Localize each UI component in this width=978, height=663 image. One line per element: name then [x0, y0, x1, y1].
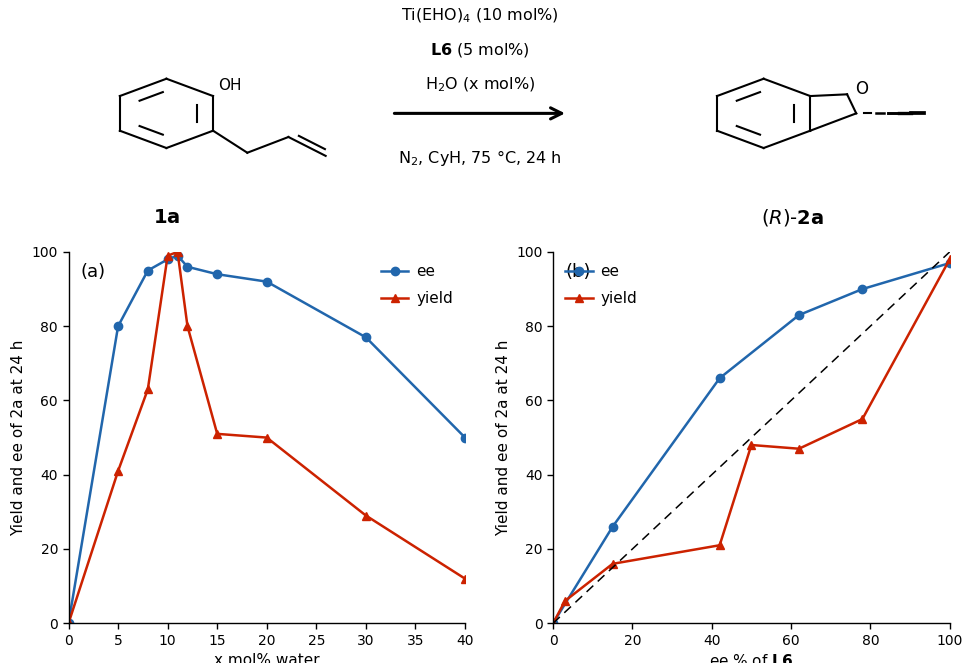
yield [792, 445, 804, 453]
Text: $\mathbf{L6}$ (5 mol%): $\mathbf{L6}$ (5 mol%) [429, 41, 529, 59]
ee [360, 333, 372, 341]
yield [161, 252, 173, 260]
X-axis label: x mol% water: x mol% water [214, 653, 319, 663]
yield [745, 441, 757, 449]
yield [606, 560, 618, 568]
ee [63, 619, 74, 627]
Line: ee: ee [65, 251, 468, 627]
ee [547, 619, 558, 627]
yield [558, 597, 570, 605]
yield [171, 248, 183, 256]
yield [142, 385, 154, 393]
yield [360, 512, 372, 520]
Text: (b): (b) [564, 263, 590, 281]
yield [211, 430, 223, 438]
Legend: ee, yield: ee, yield [560, 260, 642, 311]
ee [260, 278, 272, 286]
yield [547, 619, 558, 627]
yield [112, 467, 124, 475]
ee [171, 252, 183, 260]
Text: $\mathbf{1a}$: $\mathbf{1a}$ [153, 208, 180, 227]
yield [182, 322, 194, 330]
Line: yield: yield [65, 248, 468, 627]
yield [260, 434, 272, 442]
Text: (a): (a) [80, 263, 106, 281]
ee [112, 322, 124, 330]
yield [459, 575, 470, 583]
Text: Ti(EHO)$_4$ (10 mol%): Ti(EHO)$_4$ (10 mol%) [400, 6, 558, 25]
Line: ee: ee [549, 259, 953, 627]
Legend: ee, yield: ee, yield [376, 260, 457, 311]
ee [606, 522, 618, 530]
yield [943, 255, 955, 263]
Text: OH: OH [218, 78, 242, 93]
ee [713, 374, 725, 382]
ee [142, 267, 154, 274]
Text: O: O [854, 80, 867, 98]
yield [713, 541, 725, 549]
yield [63, 619, 74, 627]
Text: N$_2$, CyH, 75 °C, 24 h: N$_2$, CyH, 75 °C, 24 h [397, 148, 561, 168]
ee [182, 263, 194, 271]
Text: H$_2$O (x mol%): H$_2$O (x mol%) [424, 76, 534, 94]
ee [211, 271, 223, 278]
ee [792, 311, 804, 319]
ee [161, 255, 173, 263]
Y-axis label: Yield and ee of 2a at 24 h: Yield and ee of 2a at 24 h [11, 339, 26, 536]
X-axis label: ee % of $\mathbf{L6}$: ee % of $\mathbf{L6}$ [709, 653, 792, 663]
Line: yield: yield [549, 255, 953, 627]
ee [943, 259, 955, 267]
Y-axis label: Yield and ee of 2a at 24 h: Yield and ee of 2a at 24 h [495, 339, 511, 536]
ee [459, 434, 470, 442]
Text: $(R)$-$\mathbf{2a}$: $(R)$-$\mathbf{2a}$ [761, 207, 823, 228]
yield [856, 415, 867, 423]
ee [856, 285, 867, 293]
